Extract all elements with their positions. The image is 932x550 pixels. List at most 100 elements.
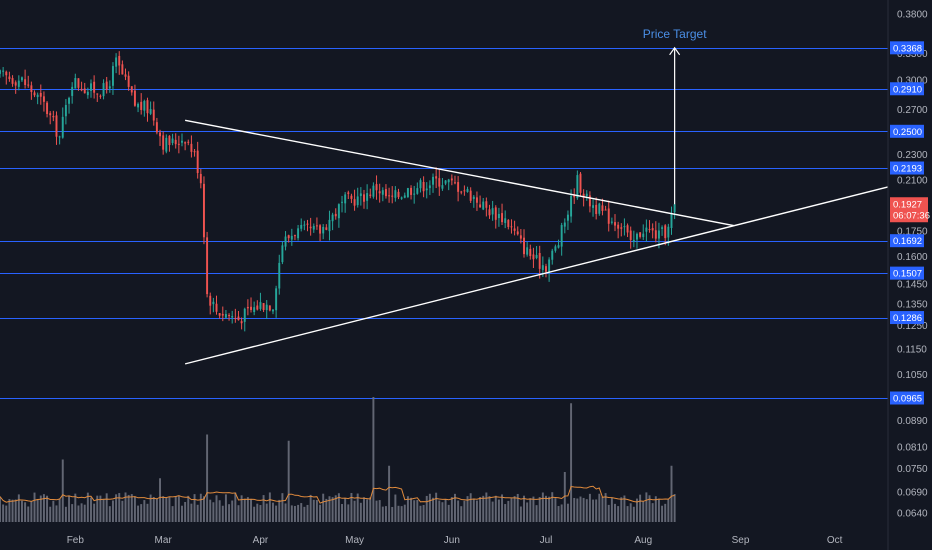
volume-bar (77, 505, 80, 522)
candle-body (2, 70, 5, 72)
candle-body (435, 176, 438, 179)
volume-bar (651, 503, 654, 522)
candle-body (570, 195, 573, 217)
volume-bar (281, 493, 284, 522)
volume-bar (538, 497, 541, 522)
volume-bar (541, 492, 544, 522)
candle-body (149, 109, 152, 114)
candle-body (416, 188, 419, 194)
volume-bar (278, 499, 281, 522)
volume-bar (168, 496, 171, 522)
volume-bar (108, 506, 111, 522)
candle-body (516, 231, 519, 235)
candle-body (143, 100, 146, 111)
candle-body (96, 93, 99, 95)
volume-bar (325, 498, 328, 522)
volume-bar (224, 494, 227, 522)
candle-body (181, 140, 183, 143)
candle-body (469, 190, 472, 201)
level-badge (890, 266, 924, 280)
volume-bar (601, 496, 604, 522)
volume-bar (636, 498, 638, 522)
volume-bar (237, 505, 240, 522)
price-tick-label: 0.3000 (897, 76, 928, 87)
volume-bar (626, 506, 629, 522)
volume-bar (61, 459, 64, 522)
volume-bar (118, 493, 121, 522)
volume-bar (265, 503, 268, 522)
candle-body (604, 209, 607, 211)
volume-bar (604, 493, 607, 522)
volume-bar (363, 497, 365, 522)
volume-bar (36, 499, 39, 522)
price-target-annotation[interactable]: Price Target (643, 27, 707, 205)
time-axis[interactable]: Feb Mar Apr May Jun Jul Aug Sep Oct (67, 535, 843, 546)
trendlines[interactable] (184, 119, 889, 365)
candle-body (30, 85, 33, 92)
level-badge-label: 0.2193 (893, 164, 922, 175)
candle-body (124, 74, 127, 77)
candle-body (353, 199, 356, 206)
volume-bar (632, 506, 635, 522)
candle-body (52, 116, 55, 118)
price-tick-label: 0.3300 (897, 49, 928, 60)
candle-body (554, 246, 557, 251)
price-target-label: Price Target (643, 27, 707, 41)
volume-bar (259, 505, 262, 522)
volume-bar (438, 500, 441, 522)
candle-body (523, 237, 525, 255)
candle-body (359, 193, 362, 196)
candle-body (488, 209, 491, 216)
candle-body (250, 306, 252, 310)
price-axis[interactable]: 0.3800 0.3300 0.3000 0.2700 0.2300 0.2100 0.17… (897, 10, 928, 520)
candle-body (472, 196, 475, 199)
candle-body (626, 225, 629, 233)
candle-body (337, 204, 340, 219)
candle-body (347, 192, 350, 194)
volume-bar (563, 472, 566, 522)
price-tick-label: 0.2100 (897, 176, 928, 187)
candle-body (284, 236, 287, 247)
volume-bar (654, 496, 657, 522)
candle-body (551, 250, 554, 260)
candle-body (422, 181, 425, 192)
candle-body (491, 208, 494, 215)
volume-bar (221, 505, 224, 522)
volume-bar (33, 492, 36, 522)
volume-bar (284, 503, 287, 522)
volume-bar (159, 478, 162, 522)
candle-body (657, 230, 660, 239)
candle-body (199, 173, 202, 184)
volume-bar (344, 498, 347, 522)
candle-body (171, 138, 174, 143)
candle-body (11, 78, 14, 84)
candle-body (102, 83, 105, 97)
volume-bar (623, 495, 626, 522)
candle-body (265, 304, 268, 311)
volume-bar (309, 494, 312, 522)
volume-bar (504, 504, 507, 522)
volume-bar (494, 495, 497, 522)
volume-bar (171, 506, 174, 522)
volume-bar (328, 496, 331, 522)
volume-bar (523, 495, 525, 522)
volume-bar (262, 495, 265, 522)
candle-body (278, 262, 281, 289)
candle-body (403, 195, 406, 198)
candle-body (253, 307, 256, 313)
volume-bar (68, 495, 71, 522)
candle-body (155, 122, 158, 133)
volume-bar (86, 492, 89, 522)
candle-body (328, 219, 331, 232)
candle-body (475, 197, 478, 203)
volume-bar (350, 492, 353, 522)
volume-bar (331, 497, 334, 522)
volume-bar (532, 496, 535, 522)
candle-body (598, 203, 601, 214)
candle-body (152, 109, 155, 121)
candle-body (504, 218, 507, 223)
candle-body (661, 227, 664, 229)
volume-bar (127, 494, 130, 522)
candle-body (394, 190, 397, 198)
